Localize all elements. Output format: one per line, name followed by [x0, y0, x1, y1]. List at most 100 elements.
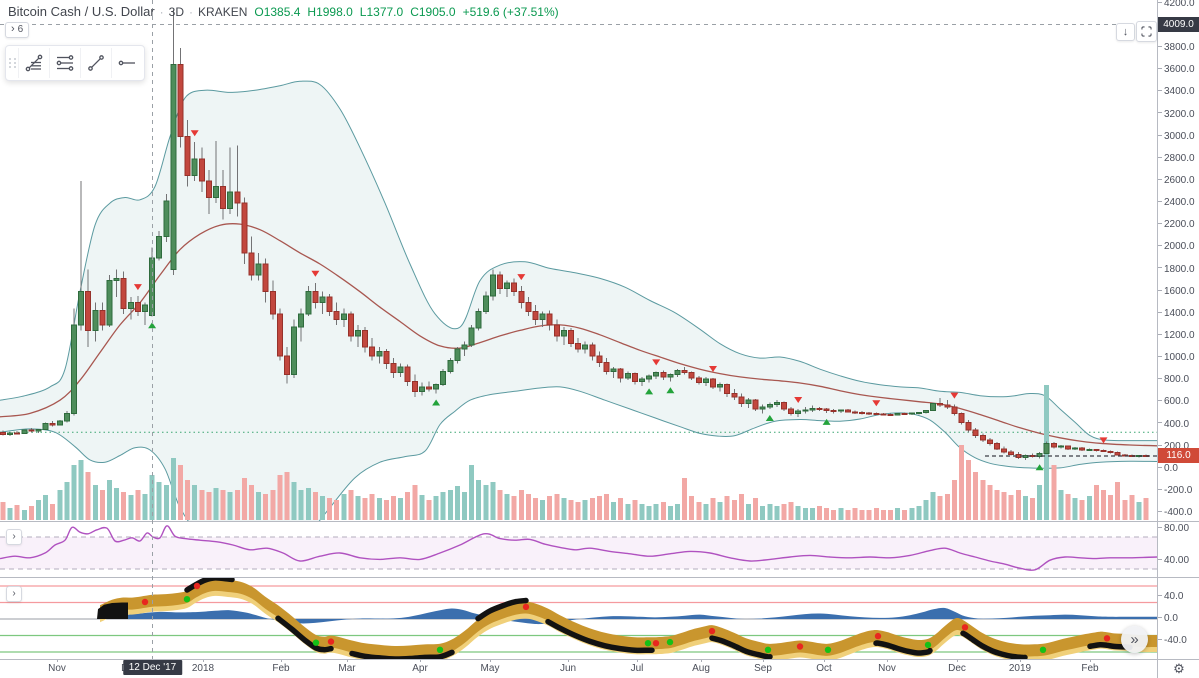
- symbol-header: Bitcoin Cash / U.S. Dollar · 3D · KRAKEN O138…: [8, 4, 559, 19]
- oscillator-chart[interactable]: [0, 578, 1157, 659]
- oscillator-tick-label: 0.0: [1158, 613, 1199, 624]
- time-tick-label: May: [480, 663, 500, 674]
- parallel-lines-tool-button[interactable]: [49, 48, 80, 78]
- time-axis[interactable]: Nov Dec 2018 Feb Mar Apr May Jun Jul Aug Sep Oct Nov…: [0, 659, 1157, 678]
- drawing-toolbar: [5, 45, 145, 81]
- price-tick-label: 4200.0: [1158, 0, 1199, 9]
- exchange-label[interactable]: KRAKEN: [198, 5, 248, 19]
- scroll-to-realtime-button[interactable]: »: [1121, 626, 1148, 653]
- maximize-pane-button[interactable]: [1136, 21, 1157, 42]
- price-tick-label: 0.0: [1158, 463, 1199, 474]
- pane-separator[interactable]: [0, 521, 1199, 522]
- pitchfork-tool-button[interactable]: [18, 48, 49, 78]
- gear-icon: ⚙: [1173, 660, 1185, 676]
- horizontal-ray-tool-button[interactable]: [111, 48, 142, 78]
- time-tick-label: Jul: [630, 663, 644, 674]
- price-tick-label: 3200.0: [1158, 109, 1199, 120]
- time-tick-mark: [824, 659, 825, 662]
- last-price-label: 116.0: [1158, 448, 1199, 463]
- time-tick-label: Jun: [559, 663, 577, 674]
- price-tick-label: -200.0: [1158, 485, 1199, 496]
- time-tick-label: 2019: [1008, 663, 1032, 674]
- price-tick-label: 2800.0: [1158, 153, 1199, 164]
- price-tick-label: -400.0: [1158, 507, 1199, 518]
- time-tick-mark: [701, 659, 702, 662]
- crosshair-time-label: 12 Dec '17: [122, 660, 183, 675]
- price-tick-label: 600.0: [1158, 396, 1199, 407]
- price-tick-label: 3800.0: [1158, 42, 1199, 53]
- time-tick-mark: [203, 659, 204, 662]
- symbol-title[interactable]: Bitcoin Cash / U.S. Dollar: [8, 4, 155, 19]
- time-tick-label: Nov: [878, 663, 896, 674]
- price-tick-label: 1400.0: [1158, 308, 1199, 319]
- arrow-down-icon: ↓: [1122, 25, 1129, 38]
- time-tick-mark: [763, 659, 764, 662]
- price-tick-label: 1000.0: [1158, 352, 1199, 363]
- time-tick-mark: [957, 659, 958, 662]
- price-tick-label: 2600.0: [1158, 175, 1199, 186]
- price-tick-label: 2400.0: [1158, 197, 1199, 208]
- time-tick-mark: [57, 659, 58, 662]
- time-tick-mark: [887, 659, 888, 662]
- chevron-right-icon: ›: [11, 23, 15, 35]
- time-tick-label: Feb: [272, 663, 290, 674]
- time-tick-mark: [420, 659, 421, 662]
- rsi-pane-collapse-button[interactable]: ›: [6, 529, 22, 545]
- price-tick-label: 1600.0: [1158, 286, 1199, 297]
- time-tick-mark: [347, 659, 348, 662]
- price-axis[interactable]: 4200.04000.03800.03600.03400.03200.03000…: [1157, 0, 1199, 659]
- time-tick-mark: [281, 659, 282, 662]
- axis-separator: [0, 659, 1199, 660]
- time-tick-label: Oct: [816, 663, 832, 674]
- ohlc-close: C1905.0: [410, 5, 456, 19]
- maximize-icon: [1141, 26, 1152, 37]
- time-tick-mark: [1090, 659, 1091, 662]
- candlestick-chart[interactable]: [0, 0, 1157, 521]
- time-tick-label: Feb: [1081, 663, 1099, 674]
- price-tick-label: 200.0: [1158, 441, 1199, 452]
- pane-separator[interactable]: [0, 577, 1199, 578]
- time-tick-label: Mar: [338, 663, 356, 674]
- rsi-indicator-pane[interactable]: [0, 522, 1157, 577]
- price-tick-label: 1200.0: [1158, 330, 1199, 341]
- chevron-right-icon: ›: [12, 588, 16, 599]
- price-chart-pane[interactable]: [0, 0, 1157, 521]
- parallel-lines-icon: [56, 55, 74, 71]
- scroll-down-button[interactable]: ↓: [1116, 23, 1135, 41]
- separator-dot: ·: [189, 5, 194, 19]
- rsi-tick-label: 40.00: [1158, 555, 1199, 566]
- price-tick-label: 2000.0: [1158, 241, 1199, 252]
- time-tick-label: Sep: [754, 663, 772, 674]
- trend-line-tool-button[interactable]: [80, 48, 111, 78]
- price-tick-label: 400.0: [1158, 419, 1199, 430]
- time-tick-label: 2018: [191, 663, 215, 674]
- object-count: 6: [17, 24, 24, 35]
- chevron-right-icon: ›: [12, 531, 16, 542]
- oscillator-pane-collapse-button[interactable]: ›: [6, 586, 22, 602]
- price-tick-label: 3400.0: [1158, 86, 1199, 97]
- drag-handle[interactable]: [8, 52, 18, 74]
- object-tree-button[interactable]: › 6: [5, 22, 30, 38]
- separator-dot: ·: [159, 5, 164, 19]
- ohlc-open: O1385.4: [254, 5, 301, 19]
- ohlc-change: +519.6 (+37.51%): [462, 5, 559, 19]
- price-tick-label: 3000.0: [1158, 131, 1199, 142]
- pitchfork-icon: [25, 54, 43, 72]
- ohlc-low: L1377.0: [359, 5, 404, 19]
- oscillator-tick-label: -40.0: [1158, 635, 1199, 646]
- rsi-chart[interactable]: [0, 522, 1157, 577]
- axis-settings-corner[interactable]: ⚙: [1157, 659, 1199, 678]
- price-tick-label: 2200.0: [1158, 219, 1199, 230]
- oscillator-indicator-pane[interactable]: [0, 578, 1157, 659]
- interval-label[interactable]: 3D: [168, 5, 185, 19]
- price-tick-label: 800.0: [1158, 374, 1199, 385]
- rsi-tick-label: 80.00: [1158, 523, 1199, 534]
- time-tick-label: Aug: [692, 663, 710, 674]
- trend-line-icon: [88, 55, 104, 71]
- time-tick-label: Apr: [412, 663, 428, 674]
- time-tick-mark: [1020, 659, 1021, 662]
- double-chevron-right-icon: »: [1130, 631, 1139, 648]
- time-tick-mark: [490, 659, 491, 662]
- price-tick-label: 3600.0: [1158, 64, 1199, 75]
